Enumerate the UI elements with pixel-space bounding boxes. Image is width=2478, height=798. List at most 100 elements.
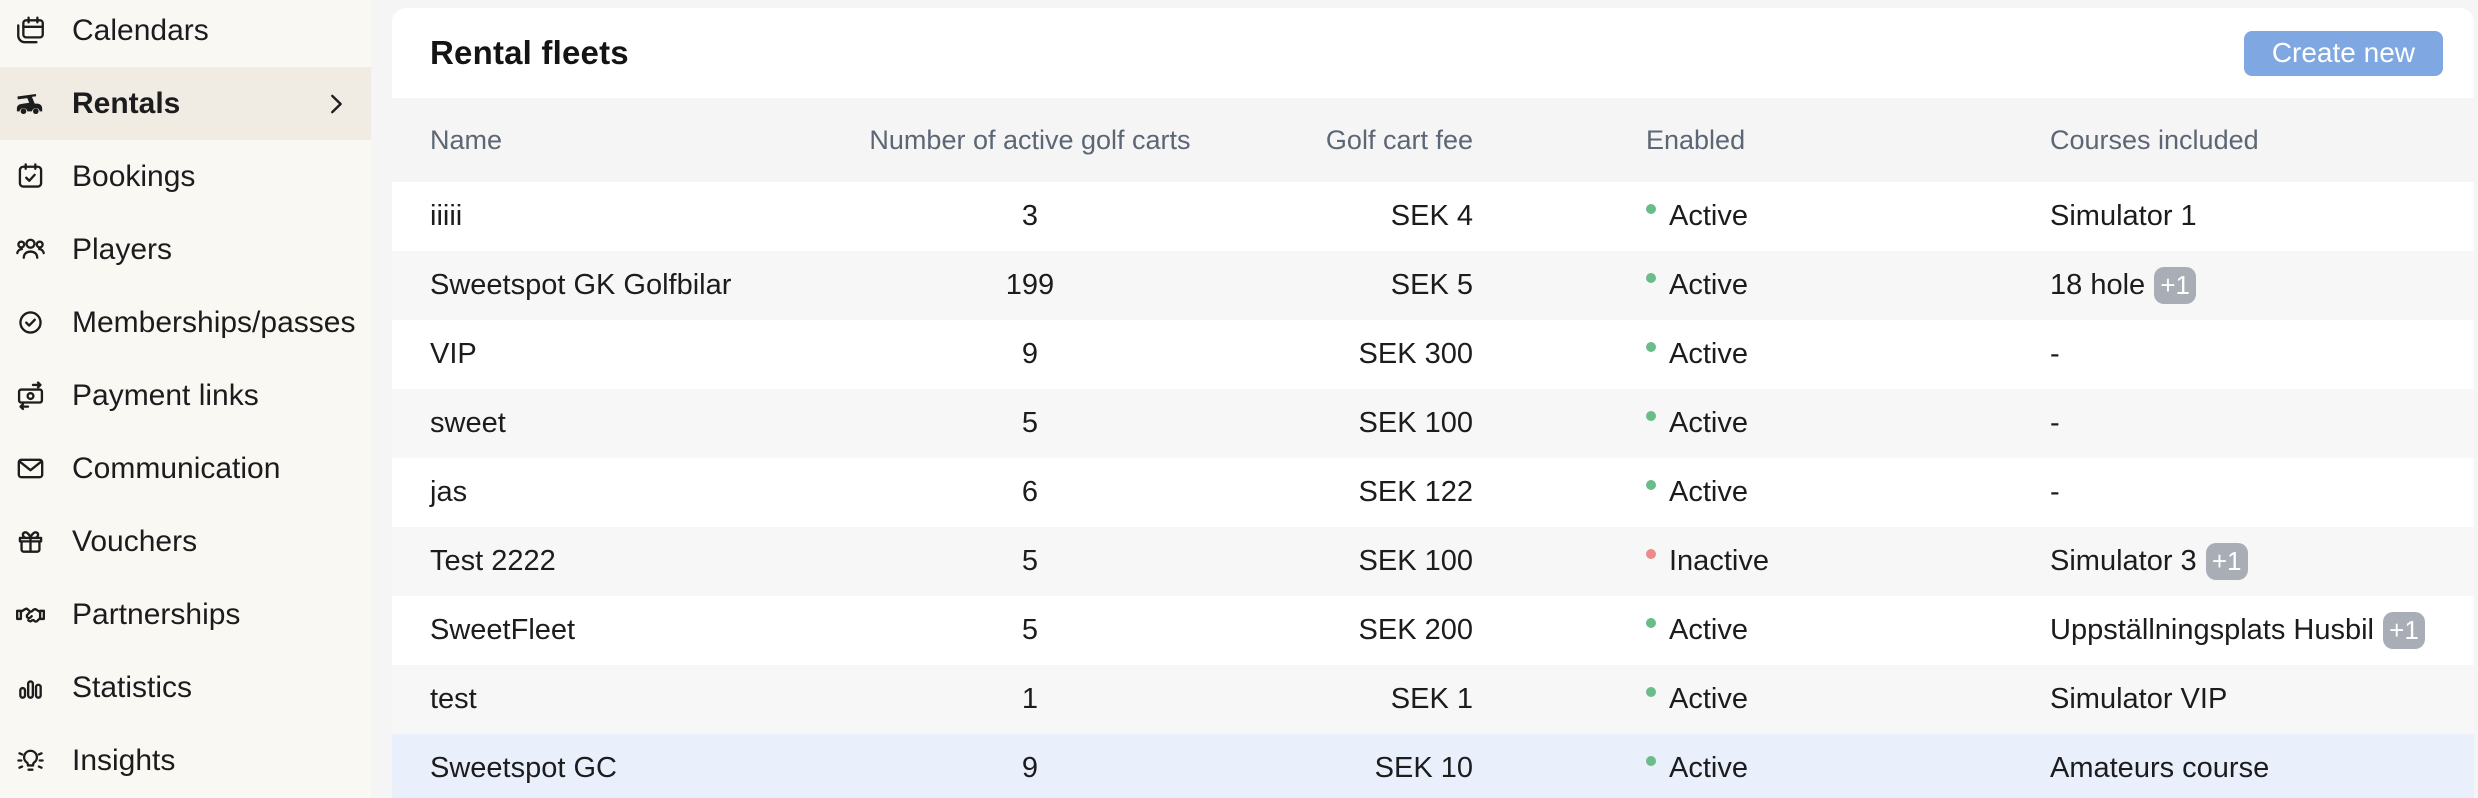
table-row[interactable]: VIP 9 SEK 300 Active - [392, 320, 2474, 389]
golf-cart-icon [14, 87, 47, 120]
fleet-name-cell: Test 2222 [430, 545, 556, 577]
status-dot [1646, 410, 1656, 421]
status-dot [1646, 686, 1656, 697]
sidebar-nav: Calendars Rentals Bookings Pl [0, 0, 371, 797]
status-dot [1646, 203, 1656, 214]
courses-overflow-badge[interactable]: +1 [2154, 267, 2197, 304]
sidebar-item-rentals[interactable]: Rentals [0, 67, 371, 140]
fee-cell: SEK 122 [1358, 476, 1473, 508]
course-name: 18 hole [2050, 269, 2146, 301]
status-dot [1646, 272, 1656, 283]
courses-cell: Simulator VIP [1950, 683, 2436, 716]
status-dot [1646, 617, 1656, 628]
courses-cell: - [1950, 407, 2436, 440]
fee-cell: SEK 300 [1358, 338, 1473, 370]
active-carts-cell: 9 [1021, 338, 1039, 370]
sidebar-item-label: Memberships/passes [72, 305, 356, 339]
bookings-calendar-icon [14, 160, 47, 193]
table-row[interactable]: test 1 SEK 1 Active Simulator VIP [392, 665, 2474, 734]
sidebar-item-payment-links[interactable]: Payment links [0, 359, 371, 432]
column-header-name: Name [430, 124, 503, 155]
vouchers-gift-icon [14, 525, 47, 558]
sidebar-item-vouchers[interactable]: Vouchers [0, 505, 371, 578]
page-title: Rental fleets [430, 34, 629, 71]
enabled-cell: Active [1473, 338, 1950, 371]
create-new-button[interactable]: Create new [2243, 30, 2443, 76]
course-name: - [2050, 338, 2060, 370]
courses-cell: 18 hole +1 [1950, 267, 2436, 304]
sidebar-item-statistics[interactable]: Statistics [0, 651, 371, 724]
course-name: - [2050, 476, 2060, 508]
fleet-name-cell: Sweetspot GC [430, 752, 617, 784]
status-label: Active [1669, 752, 1748, 784]
sidebar-item-label: Partnerships [72, 597, 241, 631]
sidebar-item-players[interactable]: Players [0, 213, 371, 286]
enabled-cell: Active [1473, 200, 1950, 233]
courses-cell: - [1950, 338, 2436, 371]
table-row[interactable]: SweetFleet 5 SEK 200 Active Uppställning… [392, 596, 2474, 665]
fee-cell: SEK 200 [1358, 614, 1473, 646]
table-row[interactable]: Test 2222 5 SEK 100 Inactive Simulator 3… [392, 527, 2474, 596]
status-dot [1646, 341, 1656, 352]
payment-links-icon [14, 379, 47, 412]
active-carts-cell: 199 [1005, 269, 1055, 301]
fleet-name-cell: VIP [430, 338, 477, 370]
status-label: Active [1669, 683, 1748, 715]
sidebar-item-label: Players [72, 232, 173, 266]
status-label: Active [1669, 269, 1748, 301]
sidebar-item-label: Insights [72, 743, 176, 777]
sidebar-item-label: Payment links [72, 378, 259, 412]
enabled-cell: Active [1473, 407, 1950, 440]
rental-fleets-table: Name Number of active golf carts Golf ca… [392, 98, 2474, 798]
sidebar-item-label: Calendars [72, 13, 209, 47]
enabled-cell: Active [1473, 752, 1950, 785]
insights-bulb-icon [14, 744, 47, 777]
table-row[interactable]: Sweetspot GC 9 SEK 10 Active Amateurs co… [392, 734, 2474, 798]
active-carts-cell: 3 [1021, 200, 1039, 232]
column-header-active-carts: Number of active golf carts [869, 124, 1191, 155]
fleet-name-cell: sweet [430, 407, 506, 439]
active-carts-cell: 5 [1021, 614, 1039, 646]
courses-overflow-badge[interactable]: +1 [2383, 612, 2425, 649]
fee-cell: SEK 100 [1358, 407, 1473, 439]
enabled-cell: Inactive [1473, 545, 1950, 578]
chevron-right-icon [321, 89, 351, 119]
players-icon [14, 233, 47, 266]
courses-cell: Uppställningsplats Husbil +1 [1950, 612, 2436, 649]
fleet-name-cell: Sweetspot GK Golfbilar [430, 269, 732, 301]
table-row[interactable]: Sweetspot GK Golfbilar 199 SEK 5 Active … [392, 251, 2474, 320]
sidebar-item-memberships-passes[interactable]: Memberships/passes [0, 286, 371, 359]
active-carts-cell: 5 [1021, 545, 1039, 577]
sidebar-item-label: Rentals [72, 86, 181, 120]
course-name: - [2050, 407, 2060, 439]
sidebar-item-calendars[interactable]: Calendars [0, 0, 371, 67]
content-card: Rental fleets Create new Name Number of … [392, 8, 2474, 798]
enabled-cell: Active [1473, 683, 1950, 716]
sidebar-item-insights[interactable]: Insights [0, 724, 371, 797]
table-body: iiiii 3 SEK 4 Active Simulator 1 [392, 182, 2474, 798]
enabled-cell: Active [1473, 476, 1950, 509]
statistics-bars-icon [14, 671, 47, 704]
fee-cell: SEK 100 [1358, 545, 1473, 577]
status-label: Active [1669, 407, 1748, 439]
active-carts-cell: 9 [1021, 752, 1039, 784]
fee-cell: SEK 5 [1390, 269, 1473, 301]
status-dot [1646, 479, 1656, 490]
sidebar-item-communication[interactable]: Communication [0, 432, 371, 505]
status-label: Active [1669, 338, 1748, 370]
table-row[interactable]: sweet 5 SEK 100 Active - [392, 389, 2474, 458]
status-dot [1646, 755, 1656, 766]
status-label: Active [1669, 614, 1748, 646]
sidebar-item-bookings[interactable]: Bookings [0, 140, 371, 213]
status-label: Active [1669, 200, 1748, 232]
active-carts-cell: 1 [1021, 683, 1039, 715]
courses-cell: Simulator 3 +1 [1950, 543, 2436, 580]
sidebar-item-partnerships[interactable]: Partnerships [0, 578, 371, 651]
courses-cell: Amateurs course [1950, 752, 2436, 785]
column-header-enabled: Enabled [1646, 124, 1746, 155]
table-row[interactable]: jas 6 SEK 122 Active - [392, 458, 2474, 527]
table-row[interactable]: iiiii 3 SEK 4 Active Simulator 1 [392, 182, 2474, 251]
courses-cell: Simulator 1 [1950, 200, 2436, 233]
course-name: Uppställningsplats Husbil [2050, 614, 2374, 646]
courses-overflow-badge[interactable]: +1 [2205, 543, 2248, 580]
